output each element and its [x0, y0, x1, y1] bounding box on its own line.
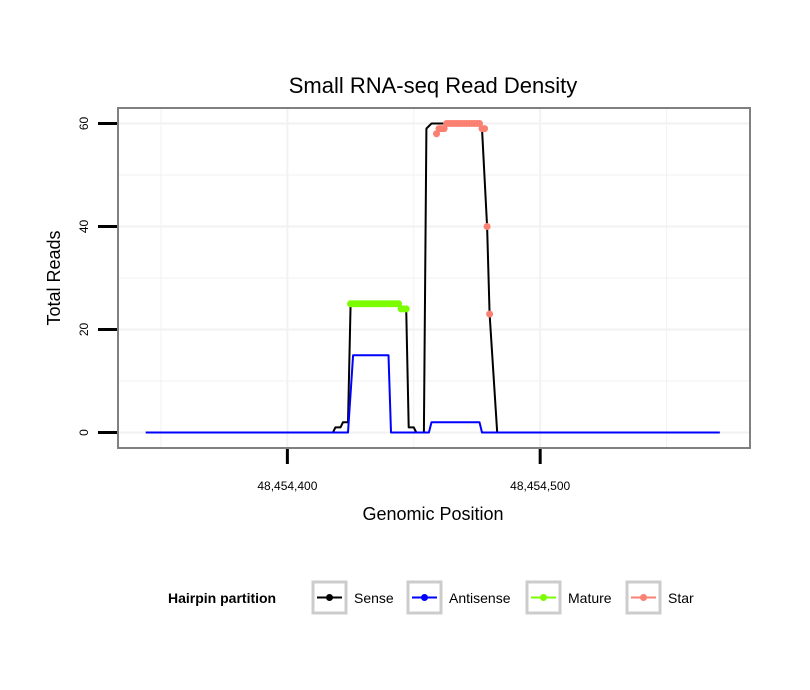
y-tick-label: 20	[77, 323, 91, 337]
legend-label: Antisense	[449, 590, 511, 606]
series-line-antisense	[145, 354, 720, 434]
plot-border	[117, 107, 751, 449]
legend-key-point	[640, 594, 647, 601]
legend: Hairpin partition Sense Antisense Mature Sta…	[168, 580, 694, 615]
x-tick-label: 48,454,400	[257, 479, 317, 493]
x-tick-label: 48,454,500	[510, 479, 570, 493]
legend-item-mature: Mature	[525, 580, 612, 615]
legend-key-point	[326, 594, 333, 601]
y-tick-label: 60	[77, 116, 91, 130]
y-tick-label: 40	[77, 219, 91, 233]
legend-item-star: Star	[625, 580, 694, 615]
legend-key-point	[540, 594, 547, 601]
legend-key-point	[421, 594, 428, 601]
data-point-star	[481, 125, 489, 133]
y-tick-label: 0	[77, 429, 91, 436]
legend-label: Sense	[354, 590, 394, 606]
legend-item-antisense: Antisense	[406, 580, 511, 615]
x-axis-title: Genomic Position	[362, 504, 503, 524]
legend-title: Hairpin partition	[168, 590, 276, 606]
plot-area: 48,454,400 48,454,500 0 20 40 60	[77, 107, 751, 493]
data-point-mature	[402, 305, 410, 313]
legend-label: Star	[668, 590, 694, 606]
data-point-star	[483, 222, 491, 230]
series-line-sense	[145, 122, 720, 434]
legend-label: Mature	[568, 590, 612, 606]
chart-title: Small RNA-seq Read Density	[289, 73, 578, 98]
data-point-star	[486, 310, 494, 318]
legend-item-sense: Sense	[311, 580, 394, 615]
y-axis-title: Total Reads	[44, 230, 64, 325]
